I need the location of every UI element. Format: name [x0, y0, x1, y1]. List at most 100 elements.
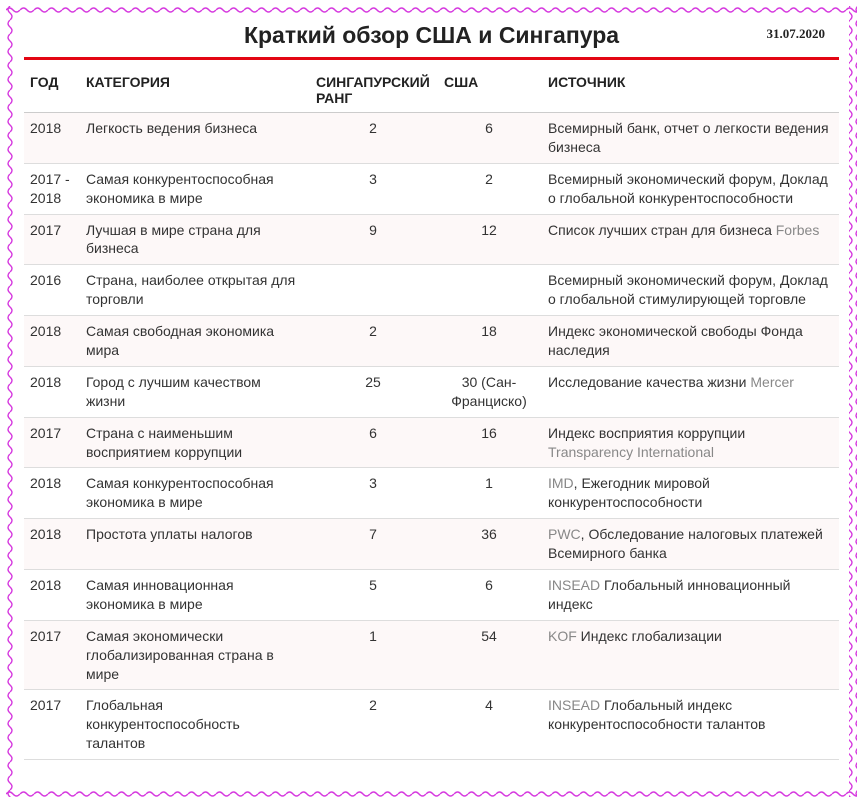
source-text: Индекс восприятия коррупции	[548, 425, 745, 441]
col-header-category: КАТЕГОРИЯ	[80, 68, 310, 113]
source-org: Mercer	[750, 374, 794, 390]
source-org: IMD	[548, 475, 574, 491]
cell-year: 2017	[24, 690, 80, 760]
cell-year: 2018	[24, 468, 80, 519]
source-org: KOF	[548, 628, 577, 644]
cell-category: Страна, наиболее открытая для торговли	[80, 265, 310, 316]
cell-category: Город с лучшим качеством жизни	[80, 366, 310, 417]
cell-year: 2017 - 2018	[24, 163, 80, 214]
cell-year: 2018	[24, 113, 80, 164]
cell-source: Индекс экономической свободы Фонда насле…	[542, 316, 839, 367]
cell-source: Всемирный экономический форум, Доклад о …	[542, 265, 839, 316]
content-area: Краткий обзор США и Сингапура 31.07.2020…	[14, 14, 849, 770]
cell-us-rank: 6	[438, 113, 542, 164]
source-tail: Индекс глобализации	[577, 628, 722, 644]
table-row: 2017Страна с наименьшим восприятием корр…	[24, 417, 839, 468]
source-text: Всемирный банк, отчет о легкости ведения…	[548, 120, 829, 155]
source-org: INSEAD	[548, 697, 600, 713]
cell-source: INSEAD Глобальный индекс конкурентоспосо…	[542, 690, 839, 760]
cell-us-rank: 1	[438, 468, 542, 519]
cell-category: Глобальная конкурентоспособность таланто…	[80, 690, 310, 760]
document-frame: Краткий обзор США и Сингапура 31.07.2020…	[0, 0, 863, 803]
table-row: 2018Самая инновационная экономика в мире…	[24, 570, 839, 621]
cell-source: Список лучших стран для бизнеса Forbes	[542, 214, 839, 265]
cell-category: Самая конкурентоспособная экономика в ми…	[80, 163, 310, 214]
cell-us-rank: 54	[438, 620, 542, 690]
cell-sg-rank: 3	[310, 468, 438, 519]
source-text: Индекс экономической свободы Фонда насле…	[548, 323, 803, 358]
cell-source: IMD, Ежегодник мировой конкурентоспособн…	[542, 468, 839, 519]
cell-year: 2017	[24, 620, 80, 690]
cell-category: Самая свободная экономика мира	[80, 316, 310, 367]
cell-category: Легкость ведения бизнеса	[80, 113, 310, 164]
cell-us-rank	[438, 265, 542, 316]
cell-sg-rank: 5	[310, 570, 438, 621]
cell-sg-rank: 3	[310, 163, 438, 214]
table-row: 2018Самая свободная экономика мира218Инд…	[24, 316, 839, 367]
table-body: 2018Легкость ведения бизнеса26Всемирный …	[24, 113, 839, 760]
table-header-row: ГОД КАТЕГОРИЯ СИНГАПУРСКИЙ РАНГ США ИСТО…	[24, 68, 839, 113]
cell-us-rank: 16	[438, 417, 542, 468]
table-row: 2016Страна, наиболее открытая для торгов…	[24, 265, 839, 316]
source-org: INSEAD	[548, 577, 600, 593]
cell-category: Самая инновационная экономика в мире	[80, 570, 310, 621]
cell-year: 2018	[24, 570, 80, 621]
cell-year: 2018	[24, 519, 80, 570]
cell-sg-rank: 7	[310, 519, 438, 570]
cell-sg-rank: 25	[310, 366, 438, 417]
cell-source: Индекс восприятия коррупции Transparency…	[542, 417, 839, 468]
source-text: Всемирный экономический форум, Доклад о …	[548, 272, 828, 307]
cell-sg-rank: 2	[310, 113, 438, 164]
cell-category: Лучшая в мире страна для бизнеса	[80, 214, 310, 265]
cell-year: 2017	[24, 417, 80, 468]
cell-sg-rank: 2	[310, 316, 438, 367]
cell-us-rank: 4	[438, 690, 542, 760]
cell-us-rank: 6	[438, 570, 542, 621]
table-row: 2017Самая экономически глобализированная…	[24, 620, 839, 690]
col-header-year: ГОД	[24, 68, 80, 113]
source-org: PWC	[548, 526, 581, 542]
cell-year: 2016	[24, 265, 80, 316]
cell-source: KOF Индекс глобализации	[542, 620, 839, 690]
date-label: 31.07.2020	[767, 26, 826, 42]
cell-sg-rank: 6	[310, 417, 438, 468]
source-text: Исследование качества жизни	[548, 374, 750, 390]
cell-category: Простота уплаты налогов	[80, 519, 310, 570]
table-row: 2017 - 2018Самая конкурентоспособная эко…	[24, 163, 839, 214]
cell-sg-rank: 1	[310, 620, 438, 690]
cell-source: Всемирный банк, отчет о легкости ведения…	[542, 113, 839, 164]
source-tail: , Обследование налоговых платежей Всемир…	[548, 526, 823, 561]
cell-source: Всемирный экономический форум, Доклад о …	[542, 163, 839, 214]
table-row: 2017Лучшая в мире страна для бизнеса912С…	[24, 214, 839, 265]
source-text: Список лучших стран для бизнеса	[548, 222, 776, 238]
col-header-source: ИСТОЧНИК	[542, 68, 839, 113]
table-row: 2018Легкость ведения бизнеса26Всемирный …	[24, 113, 839, 164]
source-org: Transparency International	[548, 444, 714, 460]
cell-category: Самая экономически глобализированная стр…	[80, 620, 310, 690]
table-row: 2018Город с лучшим качеством жизни2530 (…	[24, 366, 839, 417]
cell-sg-rank	[310, 265, 438, 316]
cell-year: 2018	[24, 366, 80, 417]
page-title: Краткий обзор США и Сингапура	[244, 22, 619, 49]
cell-category: Страна с наименьшим восприятием коррупци…	[80, 417, 310, 468]
table-row: 2018Простота уплаты налогов736PWC, Обсле…	[24, 519, 839, 570]
cell-year: 2018	[24, 316, 80, 367]
cell-source: Исследование качества жизни Mercer	[542, 366, 839, 417]
cell-us-rank: 2	[438, 163, 542, 214]
comparison-table: ГОД КАТЕГОРИЯ СИНГАПУРСКИЙ РАНГ США ИСТО…	[24, 68, 839, 760]
table-row: 2017Глобальная конкурентоспособность тал…	[24, 690, 839, 760]
col-header-us: США	[438, 68, 542, 113]
source-org: Forbes	[776, 222, 820, 238]
source-text: Всемирный экономический форум, Доклад о …	[548, 171, 828, 206]
cell-us-rank: 30 (Сан-Франциско)	[438, 366, 542, 417]
cell-sg-rank: 9	[310, 214, 438, 265]
cell-year: 2017	[24, 214, 80, 265]
cell-source: INSEAD Глобальный инновационный индекс	[542, 570, 839, 621]
header: Краткий обзор США и Сингапура 31.07.2020	[24, 20, 839, 57]
accent-rule	[24, 57, 839, 60]
cell-sg-rank: 2	[310, 690, 438, 760]
col-header-sg: СИНГАПУРСКИЙ РАНГ	[310, 68, 438, 113]
cell-us-rank: 36	[438, 519, 542, 570]
cell-source: PWC, Обследование налоговых платежей Все…	[542, 519, 839, 570]
cell-us-rank: 12	[438, 214, 542, 265]
